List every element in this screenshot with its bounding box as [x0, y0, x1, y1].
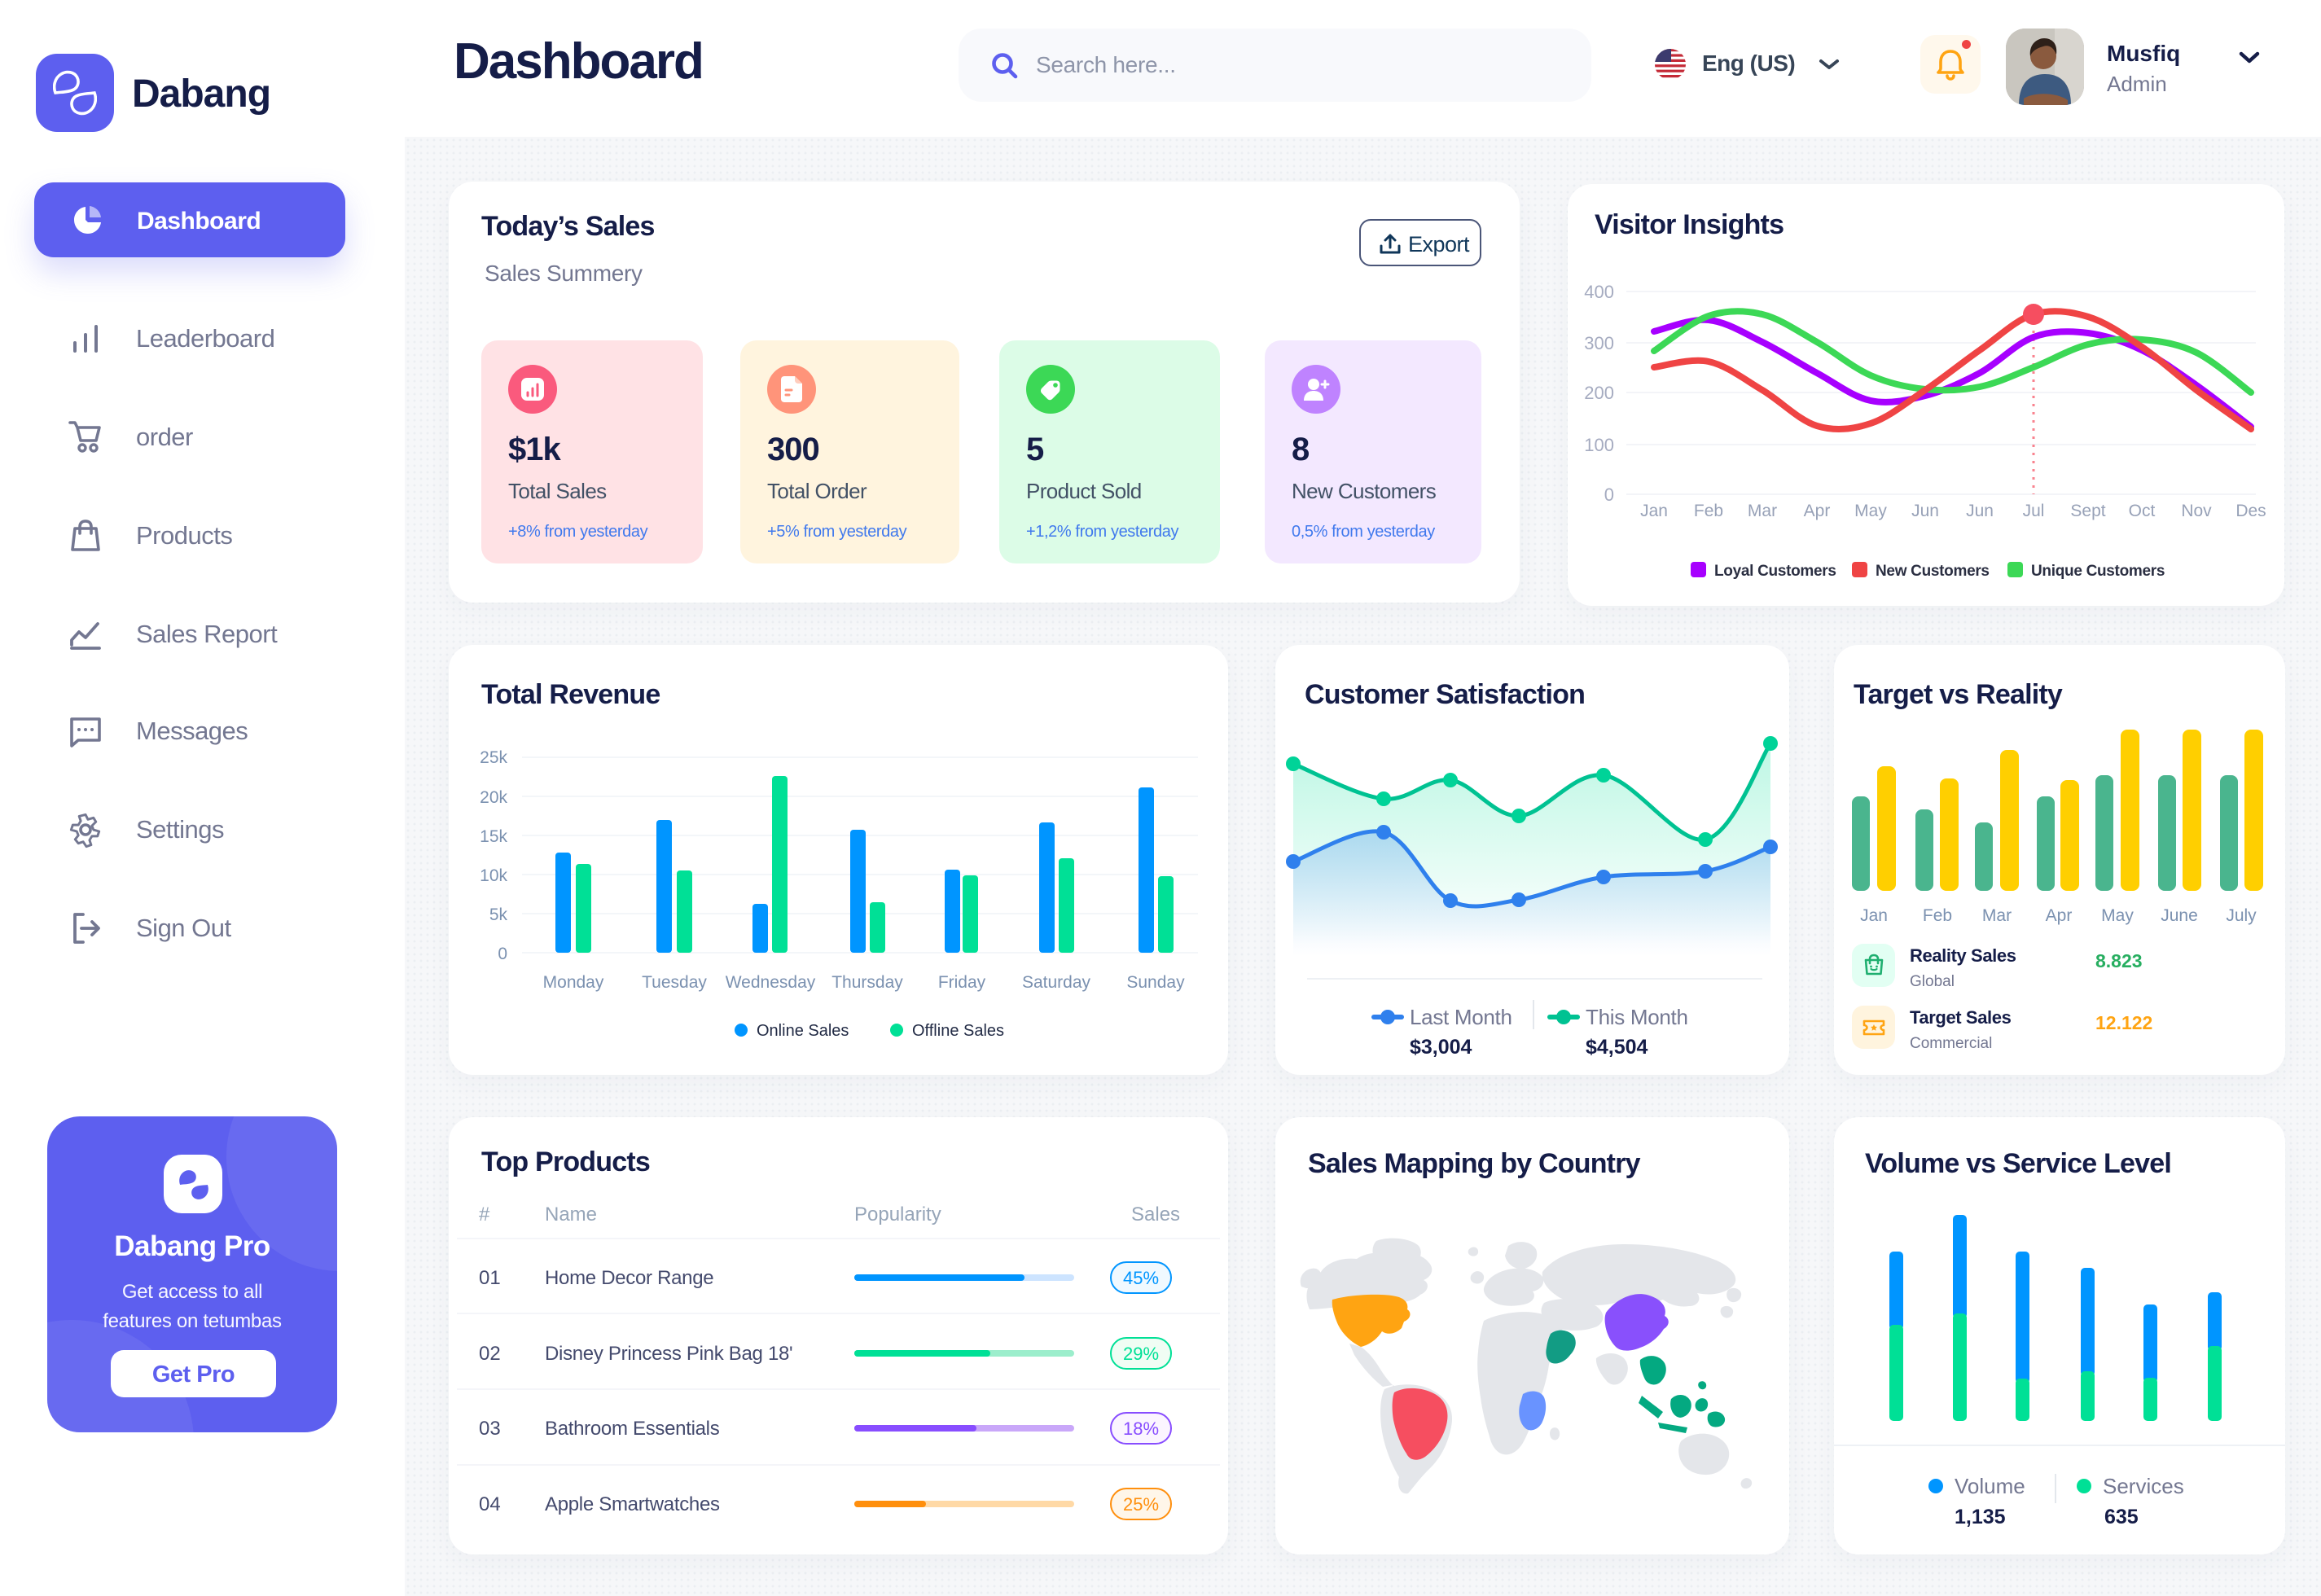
svg-text:25%: 25%	[1123, 1494, 1159, 1515]
svg-text:Popularity: Popularity	[854, 1204, 941, 1226]
svg-text:1,135: 1,135	[1955, 1506, 2006, 1528]
svg-text:Commercial: Commercial	[1910, 1035, 1992, 1052]
svg-text:Bathroom Essentials: Bathroom Essentials	[545, 1418, 720, 1440]
svg-text:July: July	[2226, 906, 2257, 925]
svg-text:Sunday: Sunday	[1126, 973, 1185, 992]
svg-text:#: #	[479, 1204, 490, 1226]
svg-text:0: 0	[1604, 484, 1614, 505]
svg-text:29%: 29%	[1123, 1344, 1159, 1364]
svg-text:$3,004: $3,004	[1410, 1036, 1472, 1059]
svg-text:Loyal Customers: Loyal Customers	[1714, 563, 1836, 580]
svg-text:Thursday: Thursday	[831, 973, 903, 992]
svg-text:This Month: This Month	[1586, 1005, 1688, 1029]
svg-text:200: 200	[1584, 383, 1614, 403]
svg-text:Global: Global	[1910, 973, 1955, 990]
svg-text:0: 0	[498, 945, 507, 963]
svg-text:Jan: Jan	[1640, 502, 1668, 520]
svg-text:45%: 45%	[1123, 1268, 1159, 1288]
svg-text:$4,504: $4,504	[1586, 1036, 1648, 1059]
svg-text:Saturday: Saturday	[1022, 973, 1091, 992]
svg-text:400: 400	[1584, 282, 1614, 302]
svg-text:Monday: Monday	[543, 973, 604, 992]
svg-text:Disney Princess Pink Bag 18': Disney Princess Pink Bag 18'	[545, 1343, 792, 1365]
svg-text:Offline Sales: Offline Sales	[912, 1022, 1004, 1040]
svg-text:Apple Smartwatches: Apple Smartwatches	[545, 1493, 720, 1515]
svg-text:18%: 18%	[1123, 1418, 1159, 1439]
svg-text:20k: 20k	[480, 788, 507, 807]
svg-text:02: 02	[479, 1343, 501, 1365]
svg-text:Feb: Feb	[1694, 502, 1723, 520]
svg-text:Mar: Mar	[1748, 502, 1777, 520]
svg-text:Jun: Jun	[1911, 502, 1939, 520]
svg-text:10k: 10k	[480, 866, 507, 885]
svg-text:Jun: Jun	[1966, 502, 1994, 520]
svg-text:Des: Des	[2235, 502, 2266, 520]
svg-text:Services: Services	[2103, 1474, 2184, 1498]
svg-text:Unique Customers: Unique Customers	[2031, 563, 2165, 580]
svg-text:Mar: Mar	[1982, 906, 2012, 925]
svg-text:Name: Name	[545, 1204, 597, 1226]
svg-text:Sales: Sales	[1131, 1204, 1180, 1226]
svg-text:25k: 25k	[480, 748, 507, 767]
svg-text:Wednesday: Wednesday	[726, 973, 816, 992]
svg-text:May: May	[1854, 502, 1887, 520]
svg-text:Apr: Apr	[2046, 906, 2073, 925]
svg-text:300: 300	[1584, 333, 1614, 353]
svg-text:Friday: Friday	[938, 973, 986, 992]
svg-text:Last Month: Last Month	[1410, 1005, 1512, 1029]
svg-text:04: 04	[479, 1493, 501, 1515]
svg-text:Nov: Nov	[2181, 502, 2212, 520]
svg-text:May: May	[2101, 906, 2134, 925]
svg-text:8.823: 8.823	[2095, 950, 2143, 971]
svg-text:Online Sales: Online Sales	[757, 1022, 849, 1040]
svg-text:635: 635	[2104, 1506, 2139, 1528]
svg-text:Home Decor Range: Home Decor Range	[545, 1267, 713, 1289]
svg-text:15k: 15k	[480, 827, 507, 846]
svg-text:01: 01	[479, 1267, 501, 1289]
svg-text:Reality Sales: Reality Sales	[1910, 945, 2016, 966]
svg-text:Volume: Volume	[1955, 1474, 2025, 1498]
svg-text:New Customers: New Customers	[1876, 563, 1990, 580]
svg-text:5k: 5k	[489, 905, 508, 924]
svg-text:Jan: Jan	[1860, 906, 1888, 925]
svg-text:June: June	[2161, 906, 2198, 925]
svg-text:Jul: Jul	[2023, 502, 2045, 520]
svg-text:Feb: Feb	[1923, 906, 1952, 925]
svg-text:Tuesday: Tuesday	[642, 973, 707, 992]
svg-text:Target Sales: Target Sales	[1910, 1007, 2012, 1028]
svg-text:Apr: Apr	[1804, 502, 1831, 520]
svg-text:12.122: 12.122	[2095, 1012, 2152, 1033]
svg-text:Sept: Sept	[2070, 502, 2105, 520]
svg-text:03: 03	[479, 1418, 501, 1440]
svg-text:Oct: Oct	[2129, 502, 2156, 520]
svg-text:100: 100	[1584, 435, 1614, 455]
